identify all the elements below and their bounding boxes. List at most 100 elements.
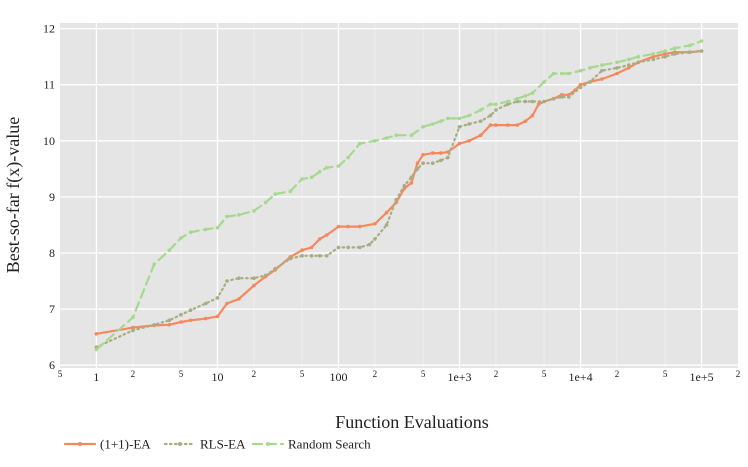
data-point: [336, 245, 341, 250]
data-point: [536, 102, 541, 107]
data-point: [300, 177, 304, 181]
series-rls-ea: [94, 49, 704, 350]
x-minor-tick-label: 5: [663, 369, 668, 379]
data-point: [358, 224, 362, 229]
data-point: [542, 80, 546, 84]
data-point: [252, 283, 256, 288]
data-point: [457, 141, 462, 146]
data-point: [551, 71, 556, 76]
data-point: [488, 123, 493, 127]
legend-label: RLS-EA: [200, 437, 246, 452]
data-point: [699, 39, 704, 43]
data-point: [494, 102, 498, 107]
x-minor-tick-label: 5: [179, 369, 184, 379]
data-point: [325, 233, 329, 237]
y-tick-label: 9: [49, 190, 55, 204]
data-point: [446, 155, 450, 160]
data-point: [336, 164, 341, 168]
data-point: [309, 254, 314, 258]
x-minor-tick-label: 5: [58, 369, 63, 379]
legend: (1+1)-EA RLS-EA Random Search: [63, 437, 371, 452]
data-point: [505, 123, 510, 127]
data-point: [530, 91, 535, 95]
data-point: [467, 139, 471, 143]
data-point: [409, 175, 414, 180]
data-point: [626, 63, 631, 67]
data-point: [663, 49, 667, 53]
data-point: [515, 96, 520, 101]
data-point: [215, 296, 220, 300]
data-point: [152, 262, 156, 267]
data-point: [263, 200, 268, 205]
x-minor-tick-label: 5: [421, 369, 426, 379]
data-point: [672, 46, 677, 50]
data-point: [325, 254, 329, 258]
legend-marker: [78, 442, 82, 446]
data-point: [430, 151, 435, 155]
data-point: [560, 71, 564, 76]
data-point: [588, 66, 592, 70]
data-point: [615, 60, 619, 65]
data-point: [421, 153, 425, 157]
x-minor-tick-label: 5: [542, 369, 547, 379]
data-point: [252, 209, 256, 213]
data-point: [626, 57, 631, 62]
data-point: [615, 71, 619, 76]
data-point: [651, 52, 656, 56]
data-point: [167, 323, 172, 327]
data-point: [152, 323, 156, 327]
data-point: [300, 254, 304, 258]
x-minor-tick-label: 2: [252, 369, 257, 379]
data-point: [567, 95, 571, 99]
series-random-search: [94, 39, 704, 352]
data-point: [203, 227, 208, 232]
data-point: [636, 60, 641, 65]
data-point: [479, 119, 483, 123]
y-tick-label: 11: [43, 78, 55, 92]
data-point: [373, 139, 377, 143]
data-point: [636, 54, 641, 59]
data-point: [626, 66, 631, 70]
x-minor-tick-label: 2: [736, 369, 741, 379]
data-point: [346, 155, 350, 160]
data-point: [588, 80, 592, 84]
x-minor-tick-label: 2: [373, 369, 378, 379]
data-point: [421, 161, 425, 165]
data-point: [651, 54, 656, 59]
y-tick-label: 12: [43, 22, 55, 36]
y-tick-label: 8: [49, 246, 55, 260]
y-tick-label: 6: [49, 358, 55, 372]
data-point: [317, 169, 322, 174]
data-point: [515, 123, 520, 127]
data-point: [358, 141, 362, 146]
data-point: [317, 237, 322, 241]
data-point: [179, 236, 183, 240]
data-point: [523, 94, 528, 98]
x-tick-label: 1e+3: [447, 370, 471, 384]
data-point: [203, 316, 208, 321]
data-point: [188, 230, 193, 234]
data-point: [523, 119, 528, 123]
data-point: [300, 248, 304, 252]
data-point: [488, 102, 493, 107]
data-point: [409, 133, 414, 137]
data-point: [578, 85, 583, 90]
data-point: [225, 279, 229, 283]
data-point: [263, 273, 268, 278]
x-tick-label: 1e+4: [568, 370, 592, 384]
data-point: [346, 224, 350, 229]
data-point: [188, 318, 193, 323]
y-tick-label: 7: [49, 302, 55, 316]
data-point: [131, 315, 135, 320]
data-point: [309, 245, 314, 250]
data-point: [94, 332, 99, 336]
data-point: [273, 266, 278, 271]
x-axis-title: Function Evaluations: [335, 412, 488, 432]
data-point: [167, 248, 172, 252]
data-point: [394, 133, 399, 137]
data-point: [317, 254, 322, 258]
x-minor-tick-label: 2: [494, 369, 499, 379]
data-point: [446, 116, 450, 121]
y-axis-title: Best-so-far f(x)-value: [3, 117, 24, 273]
